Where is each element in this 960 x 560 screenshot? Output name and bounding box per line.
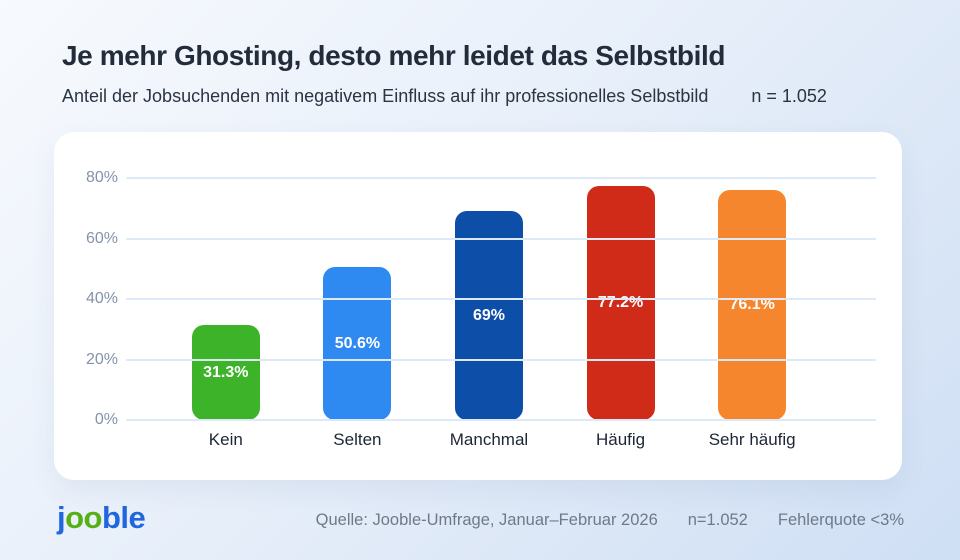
jooble-logo: jooble — [57, 500, 146, 536]
x-axis-label-selten: Selten — [333, 430, 382, 449]
page-title: Je mehr Ghosting, desto mehr leidet das … — [62, 40, 726, 71]
jooble-logo-part: ble — [102, 500, 146, 535]
footer-error-note: Fehlerquote <3% — [777, 511, 904, 529]
gridline-80 — [126, 177, 876, 179]
bar-column-kein: 31.3% — [160, 132, 292, 420]
x-axis-labels: Kein Selten Manchmal Häufig Sehr häufig — [160, 430, 818, 450]
gridline-0 — [126, 419, 876, 421]
chart-card: 31.3% 50.6% 69% 77.2% 76.1% Kein Selten Manchm… — [54, 132, 902, 480]
plot-area: 31.3% 50.6% 69% 77.2% 76.1% Kein Selten Manchm… — [54, 132, 902, 480]
bar-value-label: 76.1% — [729, 296, 775, 313]
jooble-logo-part: j — [57, 500, 66, 535]
bar-selten: 50.6% — [323, 267, 392, 420]
bar-value-label: 31.3% — [203, 363, 249, 381]
footer-sample-size: n=1.052 — [687, 511, 748, 529]
bar-kein: 31.3% — [191, 325, 260, 420]
bar-manchmal: 69% — [454, 211, 523, 420]
bar-value-label: 69% — [472, 306, 505, 324]
y-axis-tick-label: 0% — [94, 411, 118, 428]
jooble-logo-part: oo — [65, 500, 102, 535]
bar-value-label: 50.6% — [334, 334, 381, 352]
bar-sehr-haufig: 76.1% — [718, 190, 787, 420]
gridline-40 — [126, 298, 876, 300]
sample-size-note: n = 1.052 — [751, 86, 827, 106]
source-text: Quelle: Jooble-Umfrage, Januar–Februar 2… — [315, 511, 658, 529]
bar-haufig: 77.2% — [586, 186, 655, 420]
bars-container: 31.3% 50.6% 69% 77.2% 76.1% — [160, 132, 818, 420]
source-row: Quelle: Jooble-Umfrage, Januar–Februar 2… — [316, 511, 904, 530]
x-axis-label-sehr-haufig: Sehr häufig — [708, 430, 796, 449]
gridline-20 — [126, 358, 876, 361]
bar-column-sehr-haufig: 76.1% — [686, 132, 818, 420]
x-axis-label-manchmal: Manchmal — [449, 430, 529, 449]
y-axis-tick-label: 20% — [85, 350, 118, 368]
y-axis-tick-label: 40% — [85, 290, 118, 307]
bar-value-label: 77.2% — [597, 294, 644, 311]
bar-column-selten: 50.6% — [292, 132, 424, 420]
bar-column-haufig: 77.2% — [555, 132, 687, 420]
x-axis-label-kein: Kein — [208, 430, 243, 449]
chart-subtitle-row: Anteil der Jobsuchenden mit negativem Ei… — [62, 86, 827, 107]
bar-column-manchmal: 69% — [423, 132, 555, 420]
y-axis-tick-label: 80% — [85, 169, 118, 186]
gridline-60 — [126, 237, 876, 240]
chart-subtitle: Anteil der Jobsuchenden mit negativem Ei… — [62, 86, 709, 106]
y-axis-tick-label: 60% — [85, 229, 118, 247]
x-axis-label-haufig: Häufig — [596, 430, 646, 449]
